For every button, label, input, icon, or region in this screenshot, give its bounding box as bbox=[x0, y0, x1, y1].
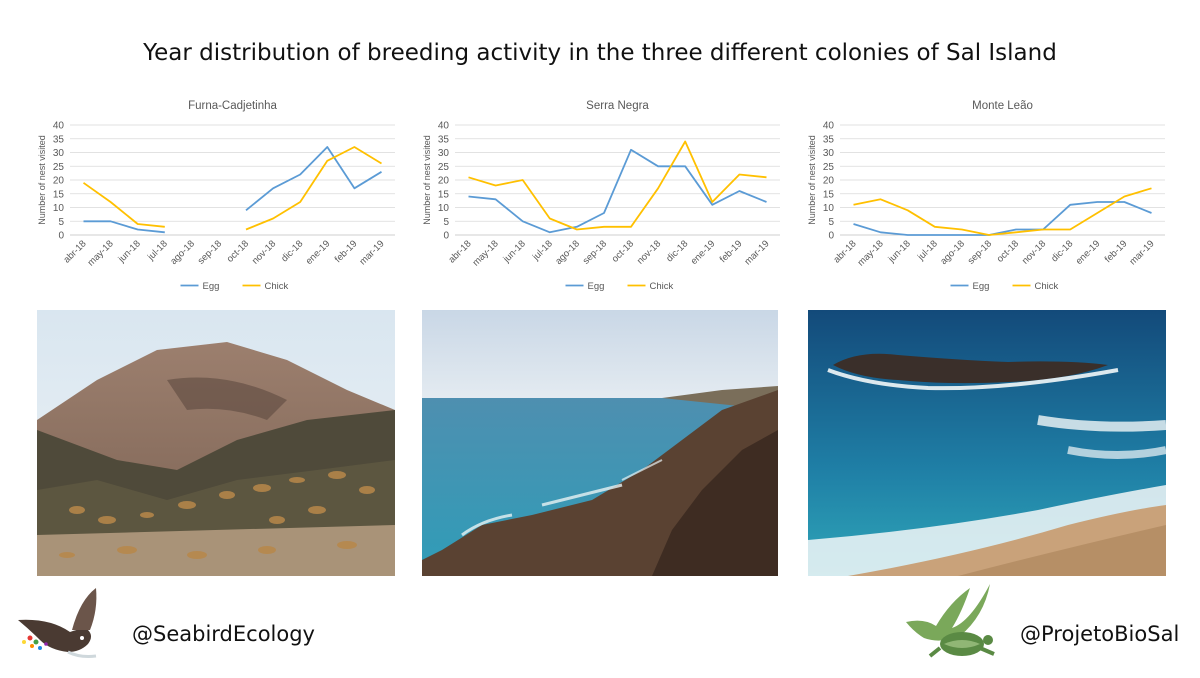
y-tick-label: 20 bbox=[53, 176, 65, 187]
x-tick-label: sep-18 bbox=[196, 238, 224, 266]
chart-svg: Monte Leão 0 5 10 15 20 25 30 35 40 Number of nest… bbox=[807, 100, 1165, 292]
x-tick-label: may-18 bbox=[86, 238, 116, 268]
y-tick-label: 20 bbox=[823, 176, 835, 187]
series-line-egg bbox=[245, 146, 382, 211]
y-tick-label: 0 bbox=[828, 231, 834, 242]
y-tick-label: 15 bbox=[53, 189, 65, 200]
series-line-egg bbox=[853, 201, 1152, 236]
x-tick-label: sep-18 bbox=[581, 238, 609, 266]
chart-title: Monte Leão bbox=[972, 100, 1033, 112]
x-tick-label: jun-18 bbox=[886, 238, 913, 265]
x-tick-label: dic-18 bbox=[664, 238, 690, 264]
y-tick-label: 10 bbox=[823, 203, 835, 214]
x-tick-label: dic-18 bbox=[1049, 238, 1075, 264]
y-tick-label: 30 bbox=[823, 148, 835, 159]
x-tick-label: nov-18 bbox=[250, 238, 278, 266]
x-tick-label: ene-19 bbox=[689, 238, 718, 267]
x-tick-label: nov-18 bbox=[1020, 238, 1048, 266]
series-line-chick bbox=[245, 146, 382, 231]
y-tick-label: 0 bbox=[58, 231, 64, 242]
x-tick-label: dic-18 bbox=[279, 238, 305, 264]
y-tick-label: 10 bbox=[438, 203, 450, 214]
y-tick-label: 35 bbox=[823, 134, 835, 145]
y-tick-label: 25 bbox=[823, 162, 835, 173]
x-tick-label: jun-18 bbox=[116, 238, 143, 265]
chart-title: Serra Negra bbox=[586, 100, 649, 112]
y-tick-label: 30 bbox=[53, 148, 65, 159]
y-tick-label: 40 bbox=[53, 121, 65, 132]
x-tick-label: abr-18 bbox=[446, 238, 473, 265]
x-tick-label: ago-18 bbox=[168, 238, 197, 267]
seabirdecology-handle: @SeabirdEcology bbox=[132, 622, 315, 646]
photo-coastal-cliffs bbox=[422, 310, 778, 576]
y-tick-label: 40 bbox=[823, 121, 835, 132]
x-tick-label: may-18 bbox=[471, 238, 501, 268]
x-tick-label: feb-19 bbox=[333, 238, 360, 265]
x-tick-label: oct-18 bbox=[995, 238, 1021, 264]
x-tick-label: jul-18 bbox=[530, 238, 555, 263]
x-tick-label: ago-18 bbox=[938, 238, 967, 267]
biosal-logo-icon bbox=[900, 582, 1008, 666]
x-tick-label: nov-18 bbox=[635, 238, 663, 266]
x-tick-label: jun-18 bbox=[501, 238, 528, 265]
x-tick-label: jul-18 bbox=[145, 238, 170, 263]
chart-svg: Serra Negra 0 5 10 15 20 25 30 35 40 Number of nes… bbox=[422, 100, 780, 292]
legend-label-egg: Egg bbox=[203, 281, 220, 292]
y-axis-label: Number of nest visited bbox=[807, 135, 817, 225]
legend-label-chick: Chick bbox=[265, 281, 289, 292]
y-tick-label: 30 bbox=[438, 148, 450, 159]
slide-title: Year distribution of breeding activity i… bbox=[143, 40, 1057, 66]
y-tick-label: 35 bbox=[438, 134, 450, 145]
projetobiosal-handle: @ProjetoBioSal bbox=[1020, 622, 1180, 646]
y-tick-label: 25 bbox=[438, 162, 450, 173]
y-axis-label: Number of nest visited bbox=[422, 135, 432, 225]
x-tick-label: ene-19 bbox=[304, 238, 333, 267]
y-tick-label: 0 bbox=[443, 231, 449, 242]
y-tick-label: 5 bbox=[58, 217, 64, 228]
chart-serra-negra: Serra Negra 0 5 10 15 20 25 30 35 40 Number of nes… bbox=[415, 95, 785, 300]
chart-monte-leao: Monte Leão 0 5 10 15 20 25 30 35 40 Number of nest… bbox=[800, 95, 1170, 300]
x-tick-label: jul-18 bbox=[915, 238, 940, 263]
x-tick-label: abr-18 bbox=[831, 238, 858, 265]
y-tick-label: 20 bbox=[438, 176, 450, 187]
y-tick-label: 40 bbox=[438, 121, 450, 132]
x-tick-label: mar-19 bbox=[1128, 238, 1157, 267]
legend-label-egg: Egg bbox=[973, 281, 990, 292]
y-tick-label: 15 bbox=[438, 189, 450, 200]
x-tick-label: feb-19 bbox=[1103, 238, 1130, 265]
y-tick-label: 5 bbox=[828, 217, 834, 228]
legend-label-chick: Chick bbox=[1035, 281, 1059, 292]
chart-svg: Furna-Cadjetinha 0 5 10 15 20 25 30 35 40 Number o… bbox=[37, 100, 395, 292]
photo-rocky-islet bbox=[808, 310, 1166, 576]
x-tick-label: sep-18 bbox=[966, 238, 994, 266]
x-tick-label: ago-18 bbox=[553, 238, 582, 267]
y-tick-label: 10 bbox=[53, 203, 65, 214]
x-tick-label: mar-19 bbox=[743, 238, 772, 267]
x-tick-label: may-18 bbox=[856, 238, 886, 268]
x-tick-label: mar-19 bbox=[358, 238, 387, 267]
photo-mountain-landscape bbox=[37, 310, 395, 576]
chart-title: Furna-Cadjetinha bbox=[188, 100, 277, 112]
legend-label-chick: Chick bbox=[650, 281, 674, 292]
y-tick-label: 25 bbox=[53, 162, 65, 173]
x-tick-label: oct-18 bbox=[225, 238, 251, 264]
series-line-chick bbox=[82, 182, 165, 228]
x-tick-label: oct-18 bbox=[610, 238, 636, 264]
x-tick-label: feb-19 bbox=[718, 238, 745, 265]
chart-furna-cadjetinha: Furna-Cadjetinha 0 5 10 15 20 25 30 35 40 Number o… bbox=[30, 95, 400, 300]
series-line-chick bbox=[853, 187, 1152, 236]
y-tick-label: 15 bbox=[823, 189, 835, 200]
y-tick-label: 35 bbox=[53, 134, 65, 145]
legend-label-egg: Egg bbox=[588, 281, 605, 292]
y-tick-label: 5 bbox=[443, 217, 449, 228]
series-line-egg bbox=[83, 220, 165, 234]
x-tick-label: abr-18 bbox=[61, 238, 88, 265]
x-tick-label: ene-19 bbox=[1074, 238, 1103, 267]
y-axis-label: Number of nest visited bbox=[37, 135, 47, 225]
series-line-chick bbox=[468, 140, 767, 231]
series-line-egg bbox=[468, 148, 767, 234]
seabird-logo-icon bbox=[10, 580, 122, 664]
